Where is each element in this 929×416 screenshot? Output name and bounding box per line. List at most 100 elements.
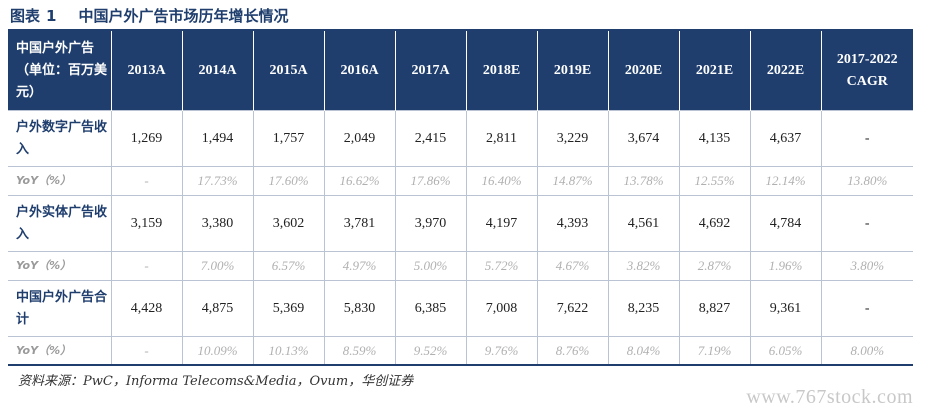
header-year: 2014A (181, 31, 253, 111)
table-cell: 8.04% (607, 336, 679, 365)
table-cell: 2.87% (678, 251, 750, 281)
table-cell: 3,159 (110, 195, 182, 252)
table-cell: 3,380 (181, 195, 253, 252)
table-cell: 6.57% (252, 251, 324, 281)
header-year: 2020E (607, 31, 679, 111)
row-label: 户外实体广告收入 (8, 195, 111, 252)
table-cell: 12.14% (749, 166, 821, 196)
row-label: YoY（%） (8, 336, 111, 365)
table-cell: 5.72% (465, 251, 537, 281)
table-cell: 4,135 (678, 110, 750, 167)
table-cell: 4,784 (749, 195, 821, 252)
table-cell: 17.73% (181, 166, 253, 196)
table-cell: 13.78% (607, 166, 679, 196)
row-label: YoY（%） (8, 166, 111, 196)
table-cell: - (820, 110, 913, 167)
table-cell: 3,229 (536, 110, 608, 167)
table-cell: 4,561 (607, 195, 679, 252)
header-year: 2021E (678, 31, 750, 111)
table-cell: 1,757 (252, 110, 324, 167)
table-cell: 8,235 (607, 280, 679, 337)
source-note: 资料来源：PwC，Informa Telecoms&Media，Ovum，华创证… (18, 374, 414, 389)
table-cell: 7,622 (536, 280, 608, 337)
table-cell: 17.86% (394, 166, 466, 196)
table-cell: 4,692 (678, 195, 750, 252)
table-cell: 12.55% (678, 166, 750, 196)
header-year: 2013A (110, 31, 182, 111)
table-cell: 7,008 (465, 280, 537, 337)
yoy-row: YoY（%） -17.73% 17.60% 16.62% 17.86% 16.40% 14.… (8, 166, 913, 196)
table-cell: 9.76% (465, 336, 537, 365)
table-cell: 13.80% (820, 166, 913, 196)
table-cell: 4.97% (323, 251, 395, 281)
table-cell: 3.82% (607, 251, 679, 281)
revenue-row: 户外实体广告收入 3,159 3,380 3,602 3,781 3,970 4,197 4,… (8, 195, 913, 252)
yoy-row: YoY（%） -10.09% 10.13% 8.59% 9.52% 9.76% 8.76% 8… (8, 336, 913, 365)
header-year: 2016A (323, 31, 395, 111)
caption-title: 中国户外广告市场历年增长情况 (78, 7, 289, 25)
row-label: 户外数字广告收入 (8, 110, 111, 167)
table-cell: 8.59% (323, 336, 395, 365)
table-cell: 3,674 (607, 110, 679, 167)
table-cell: 10.13% (252, 336, 324, 365)
table-cell: 1,269 (110, 110, 182, 167)
table-cell: - (110, 336, 182, 365)
table-cell: 2,811 (465, 110, 537, 167)
table-cell: - (110, 251, 182, 281)
table-cell: 10.09% (181, 336, 253, 365)
table-cell: 4,875 (181, 280, 253, 337)
table-cell: 1,494 (181, 110, 253, 167)
table-cell: 1.96% (749, 251, 821, 281)
table-cell: 3,970 (394, 195, 466, 252)
table-cell: 16.62% (323, 166, 395, 196)
table-cell: - (820, 280, 913, 337)
table-cell: 16.40% (465, 166, 537, 196)
header-row: 中国户外广告（单位：百万美元） 2013A 2014A 2015A 2016A … (8, 31, 913, 111)
table-cell: 4,197 (465, 195, 537, 252)
data-table: 中国户外广告（单位：百万美元） 2013A 2014A 2015A 2016A … (8, 31, 913, 365)
row-label: 中国户外广告合计 (8, 280, 111, 337)
header-year: 2018E (465, 31, 537, 111)
table-cell: - (820, 195, 913, 252)
table-cell: 4.67% (536, 251, 608, 281)
top-rule (8, 29, 913, 31)
row-label: YoY（%） (8, 251, 111, 281)
bottom-rule (8, 364, 913, 366)
header-cagr: 2017-2022 CAGR (820, 31, 913, 111)
header-year: 2017A (394, 31, 466, 111)
table-cell: - (110, 166, 182, 196)
header-year: 2019E (536, 31, 608, 111)
header-year: 2015A (252, 31, 324, 111)
caption-number: 1 (46, 7, 57, 25)
figure-caption: 图表 1 中国户外广告市场历年增长情况 (10, 4, 288, 28)
table-cell: 6,385 (394, 280, 466, 337)
table-cell: 7.19% (678, 336, 750, 365)
table-cell: 8,827 (678, 280, 750, 337)
table-cell: 4,428 (110, 280, 182, 337)
table-cell: 2,049 (323, 110, 395, 167)
table-cell: 8.76% (536, 336, 608, 365)
table-cell: 9,361 (749, 280, 821, 337)
table-cell: 5,830 (323, 280, 395, 337)
table-cell: 4,637 (749, 110, 821, 167)
caption-label: 图表 (10, 7, 41, 25)
table-cell: 6.05% (749, 336, 821, 365)
revenue-row: 户外数字广告收入 1,269 1,494 1,757 2,049 2,415 2,811 3,… (8, 110, 913, 167)
table-cell: 14.87% (536, 166, 608, 196)
table-cell: 5,369 (252, 280, 324, 337)
table-cell: 9.52% (394, 336, 466, 365)
table-cell: 2,415 (394, 110, 466, 167)
yoy-row: YoY（%） -7.00% 6.57% 4.97% 5.00% 5.72% 4.67% 3.8… (8, 251, 913, 281)
table-cell: 5.00% (394, 251, 466, 281)
header-year: 2022E (749, 31, 821, 111)
table-cell: 3,602 (252, 195, 324, 252)
table-cell: 7.00% (181, 251, 253, 281)
table-cell: 8.00% (820, 336, 913, 365)
watermark: www.767stock.com (746, 386, 913, 408)
revenue-row: 中国户外广告合计 4,428 4,875 5,369 5,830 6,385 7,008 7,… (8, 280, 913, 337)
table-cell: 4,393 (536, 195, 608, 252)
table-cell: 3.80% (820, 251, 913, 281)
table-cell: 3,781 (323, 195, 395, 252)
header-corner: 中国户外广告（单位：百万美元） (8, 31, 111, 111)
table-cell: 17.60% (252, 166, 324, 196)
